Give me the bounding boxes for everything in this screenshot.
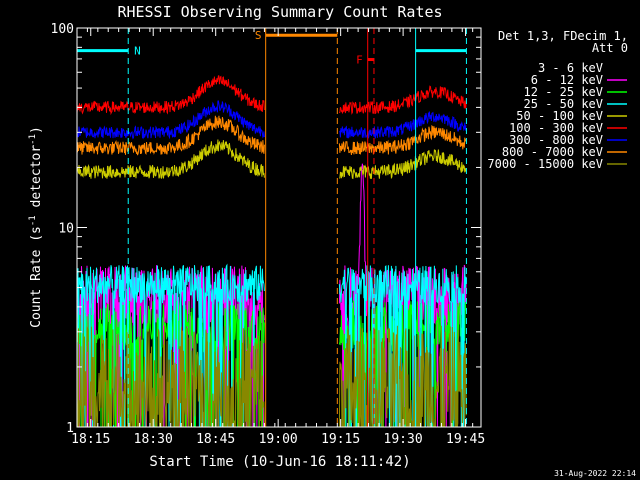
series-trace bbox=[338, 163, 467, 428]
series-trace bbox=[338, 325, 467, 429]
legend-label: 800 - 7000 keV bbox=[502, 145, 603, 159]
x-tick-label: 19:15 bbox=[321, 432, 360, 447]
x-tick-label: 19:00 bbox=[259, 432, 298, 447]
series-trace bbox=[76, 139, 265, 179]
series-trace bbox=[339, 111, 467, 139]
chart-title: RHESSI Observing Summary Count Rates bbox=[117, 3, 442, 21]
tick-layer: 18:15 18:30 18:45 19:00 19:15 19:30 19:45 1 10 10… bbox=[51, 22, 486, 447]
series-7000-15000-kev bbox=[76, 325, 467, 429]
flag-label: F bbox=[356, 54, 363, 67]
series-trace bbox=[338, 85, 467, 115]
series-trace bbox=[76, 263, 265, 428]
series-trace bbox=[77, 115, 265, 156]
legend-title-line1: Det 1,3, FDecim 1, bbox=[498, 29, 628, 43]
x-tick-label: 18:30 bbox=[134, 432, 173, 447]
x-axis-label: Start Time (10-Jun-16 18:11:42) bbox=[149, 454, 410, 470]
y-tick-label: 1 bbox=[66, 421, 74, 436]
series-layer bbox=[76, 75, 467, 429]
legend-label: 7000 - 15000 keV bbox=[487, 157, 603, 171]
series-300-800-kev bbox=[76, 100, 467, 140]
x-tick-label: 19:30 bbox=[384, 432, 423, 447]
legend-label: 100 - 300 keV bbox=[509, 121, 603, 135]
series-trace bbox=[76, 325, 265, 428]
series-25-50-kev bbox=[76, 263, 467, 428]
legend-label: 6 - 12 keV bbox=[531, 73, 603, 87]
series-trace bbox=[339, 149, 467, 180]
flag-f-3: F bbox=[356, 28, 375, 427]
x-tick-label: 19:45 bbox=[446, 432, 485, 447]
y-axis-label: Count Rate (s-1 detector-1) bbox=[28, 126, 44, 328]
series-100-300-kev bbox=[76, 75, 467, 116]
series-trace bbox=[76, 75, 265, 116]
series-trace bbox=[338, 265, 467, 428]
flag-n-1 bbox=[415, 28, 467, 427]
series-800-7000-kev bbox=[77, 115, 467, 156]
x-tick-label: 18:15 bbox=[71, 432, 110, 447]
timestamp: 31-Aug-2022 22:14 bbox=[554, 469, 636, 478]
series-50-100-kev bbox=[76, 139, 467, 180]
legend-label: 300 - 800 keV bbox=[509, 133, 603, 147]
y-tick-label: 100 bbox=[51, 22, 74, 37]
flag-n-0: N bbox=[77, 28, 141, 427]
y-tick-label: 10 bbox=[58, 222, 74, 237]
flag-s-2: S bbox=[255, 28, 338, 427]
series-trace bbox=[338, 124, 467, 155]
legend-title-line2: Att 0 bbox=[592, 41, 628, 55]
flag-label: N bbox=[134, 45, 141, 58]
flag-layer: N S F bbox=[77, 28, 467, 427]
legend-label: 50 - 100 keV bbox=[516, 109, 603, 123]
series-trace bbox=[76, 100, 265, 140]
legend-label: 25 - 50 keV bbox=[524, 97, 603, 111]
x-tick-label: 18:45 bbox=[196, 432, 235, 447]
legend-label: 12 - 25 keV bbox=[524, 85, 603, 99]
legend-label: 3 - 6 keV bbox=[538, 61, 603, 75]
flag-label: S bbox=[255, 29, 262, 42]
